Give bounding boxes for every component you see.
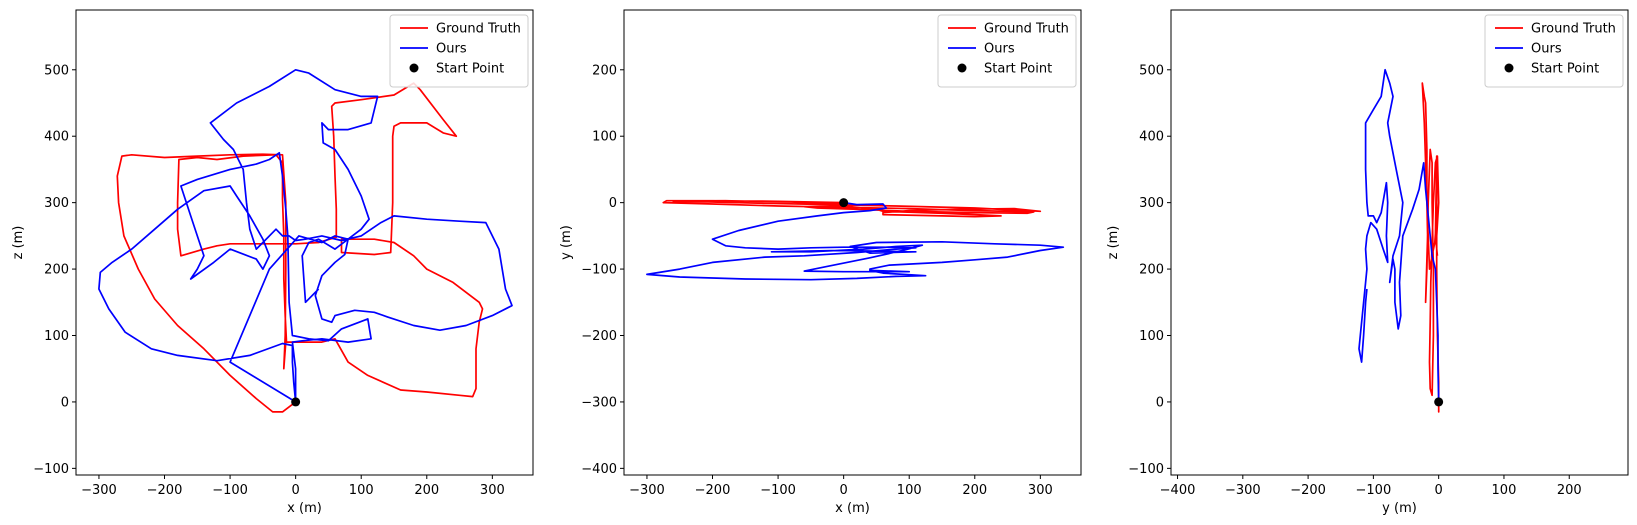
start-point-marker bbox=[1434, 397, 1444, 407]
x-tick-label: −300 bbox=[81, 483, 117, 498]
x-axis-label: x (m) bbox=[287, 501, 322, 516]
y-tick-label: 500 bbox=[1139, 63, 1164, 78]
legend-label-ours: Ours bbox=[1531, 42, 1562, 57]
plot-frame bbox=[623, 9, 1082, 476]
legend-label-ground-truth: Ground Truth bbox=[1531, 22, 1616, 37]
y-tick-label: 100 bbox=[1139, 329, 1164, 344]
x-tick-label: −200 bbox=[1290, 483, 1326, 498]
y-tick-label: 100 bbox=[592, 130, 617, 145]
series-line-ours bbox=[98, 68, 513, 403]
start-point-marker bbox=[839, 198, 849, 208]
legend: Ground Truth Ours Start Point bbox=[937, 14, 1077, 88]
x-tick-label: −100 bbox=[1356, 483, 1392, 498]
y-tick-label: −400 bbox=[581, 462, 617, 477]
plot-area bbox=[646, 198, 1065, 281]
x-tick-label: −200 bbox=[147, 483, 183, 498]
y-tick-label: 0 bbox=[609, 196, 617, 211]
x-axis-label: x (m) bbox=[835, 501, 870, 516]
legend-label-start-point: Start Point bbox=[436, 62, 504, 77]
x-tick-label: −100 bbox=[760, 483, 796, 498]
plot-frame bbox=[1170, 9, 1629, 476]
start-point-marker bbox=[291, 397, 301, 407]
legend-label-ours: Ours bbox=[984, 42, 1015, 57]
x-tick-label: 0 bbox=[1435, 483, 1443, 498]
x-tick-label: 100 bbox=[897, 483, 922, 498]
x-tick-label: 200 bbox=[962, 483, 987, 498]
y-tick-label: −100 bbox=[581, 263, 617, 278]
x-tick-label: 0 bbox=[292, 483, 300, 498]
legend-swatch-start-point bbox=[409, 63, 419, 73]
series-line-ground-truth bbox=[116, 82, 484, 413]
legend: Ground Truth Ours Start Point bbox=[1484, 14, 1624, 88]
chart-panel-2: −300 −200 −100 0 100 200 300 −400 −300 −200 −100 0 1… bbox=[559, 9, 1082, 516]
x-tick-label: 300 bbox=[480, 483, 505, 498]
x-tick-label: −300 bbox=[1225, 483, 1261, 498]
series-line-ground-truth bbox=[1421, 82, 1440, 413]
legend-swatch-start-point bbox=[957, 63, 967, 73]
legend-box bbox=[1484, 14, 1624, 88]
x-tick-label: 100 bbox=[349, 483, 374, 498]
x-tick-label: 200 bbox=[414, 483, 439, 498]
series-line-ours bbox=[1358, 68, 1440, 402]
y-axis-label: y (m) bbox=[559, 225, 574, 260]
y-tick-label: 300 bbox=[1139, 196, 1164, 211]
legend-label-start-point: Start Point bbox=[984, 62, 1052, 77]
x-tick-label: −100 bbox=[212, 483, 248, 498]
y-tick-label: 200 bbox=[44, 263, 69, 278]
legend: Ground Truth Ours Start Point bbox=[389, 14, 529, 88]
x-tick-label: −300 bbox=[629, 483, 665, 498]
x-tick-label: 300 bbox=[1028, 483, 1053, 498]
y-tick-label: 200 bbox=[1139, 263, 1164, 278]
x-tick-label: −400 bbox=[1160, 483, 1196, 498]
legend-label-ground-truth: Ground Truth bbox=[984, 22, 1069, 37]
x-tick-label: 100 bbox=[1492, 483, 1517, 498]
y-tick-label: −100 bbox=[1128, 462, 1164, 477]
x-tick-label: 0 bbox=[840, 483, 848, 498]
x-tick-label: 200 bbox=[1557, 483, 1582, 498]
y-tick-label: −100 bbox=[33, 462, 69, 477]
plot-area bbox=[1358, 68, 1444, 413]
y-tick-label: 400 bbox=[44, 130, 69, 145]
plot-frame bbox=[75, 9, 534, 476]
y-tick-label: 100 bbox=[44, 329, 69, 344]
plot-area bbox=[98, 68, 513, 413]
legend-label-ground-truth: Ground Truth bbox=[436, 22, 521, 37]
legend-box bbox=[389, 14, 529, 88]
legend-swatch-start-point bbox=[1504, 63, 1514, 73]
legend-label-start-point: Start Point bbox=[1531, 62, 1599, 77]
series-line-ours bbox=[646, 201, 1065, 281]
x-tick-label: −200 bbox=[695, 483, 731, 498]
chart-panel-1: −300 −200 −100 0 100 200 300 −100 0 100 200 300 400 5… bbox=[11, 9, 534, 516]
legend-label-ours: Ours bbox=[436, 42, 467, 57]
y-tick-label: 500 bbox=[44, 63, 69, 78]
x-axis-label: y (m) bbox=[1382, 501, 1417, 516]
y-axis-label: z (m) bbox=[1106, 226, 1121, 260]
y-tick-label: 200 bbox=[592, 63, 617, 78]
y-tick-label: −300 bbox=[581, 395, 617, 410]
y-tick-label: 0 bbox=[1156, 395, 1164, 410]
y-tick-label: 300 bbox=[44, 196, 69, 211]
y-tick-label: −200 bbox=[581, 329, 617, 344]
y-axis-label: z (m) bbox=[11, 226, 26, 260]
legend-box bbox=[937, 14, 1077, 88]
chart-panel-3: −400 −300 −200 −100 0 100 200 −100 0 100 200 300 400… bbox=[1106, 9, 1629, 516]
y-tick-label: 400 bbox=[1139, 130, 1164, 145]
y-tick-label: 0 bbox=[61, 395, 69, 410]
